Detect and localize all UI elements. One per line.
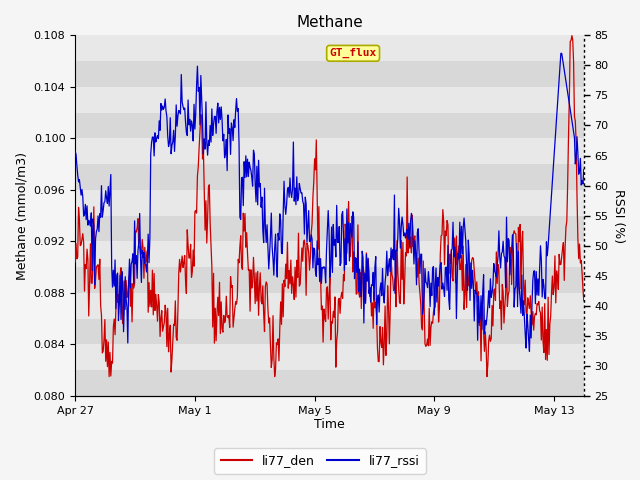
Bar <box>75 344 584 370</box>
Bar <box>75 267 584 293</box>
Y-axis label: RSSI (%): RSSI (%) <box>612 189 625 243</box>
Bar <box>75 164 584 190</box>
Bar <box>75 293 584 319</box>
Bar <box>75 241 584 267</box>
Bar <box>75 319 584 344</box>
Bar <box>75 61 584 87</box>
Bar <box>75 138 584 164</box>
Bar <box>75 190 584 216</box>
X-axis label: Time: Time <box>314 419 345 432</box>
Bar <box>75 36 584 61</box>
Bar <box>75 113 584 138</box>
Y-axis label: Methane (mmol/m3): Methane (mmol/m3) <box>15 152 28 280</box>
Text: GT_flux: GT_flux <box>330 48 377 59</box>
Bar <box>75 216 584 241</box>
Bar <box>75 87 584 113</box>
Bar <box>75 370 584 396</box>
Legend: li77_den, li77_rssi: li77_den, li77_rssi <box>214 448 426 474</box>
Title: Methane: Methane <box>296 15 363 30</box>
